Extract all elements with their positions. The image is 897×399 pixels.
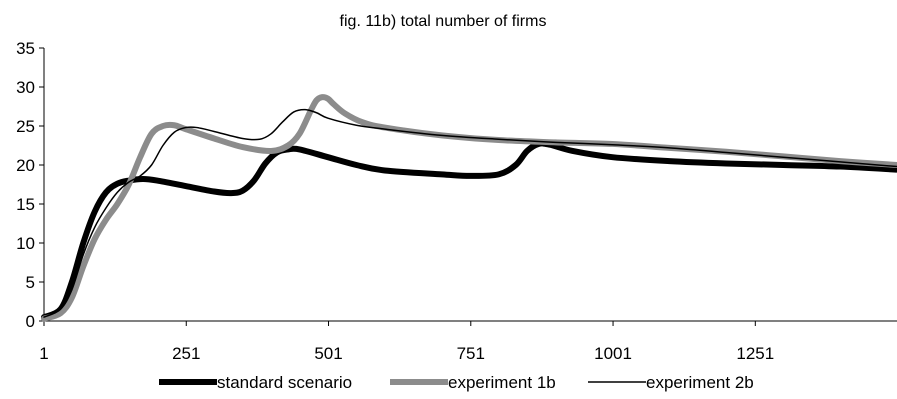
y-tick-label: 15 <box>16 195 35 214</box>
series-line-experiment-1b <box>41 94 897 322</box>
y-tick-label: 30 <box>16 78 35 97</box>
x-tick-label: 1 <box>39 344 48 363</box>
legend-label-standard-scenario: standard scenario <box>217 373 352 392</box>
y-tick-label: 35 <box>16 39 35 58</box>
x-tick-label: 251 <box>172 344 200 363</box>
series-line-standard-scenario <box>41 140 897 321</box>
legend-label-experiment-2b: experiment 2b <box>646 373 754 392</box>
x-tick-label: 1001 <box>594 344 632 363</box>
y-tick-label: 20 <box>16 156 35 175</box>
x-tick-label: 1251 <box>736 344 774 363</box>
chart-title: fig. 11b) total number of firms <box>340 13 547 30</box>
y-tick-label: 5 <box>26 273 35 292</box>
x-tick-label: 751 <box>457 344 485 363</box>
y-tick-label: 10 <box>16 234 35 253</box>
series-line-experiment-2b <box>43 108 897 318</box>
series-layer <box>41 94 897 322</box>
x-tick-label: 501 <box>314 344 342 363</box>
legend: standard scenario experiment 1b experiment… <box>159 373 754 392</box>
y-tick-label: 0 <box>26 312 35 331</box>
legend-label-experiment-1b: experiment 1b <box>448 373 556 392</box>
y-tick-label: 25 <box>16 117 35 136</box>
